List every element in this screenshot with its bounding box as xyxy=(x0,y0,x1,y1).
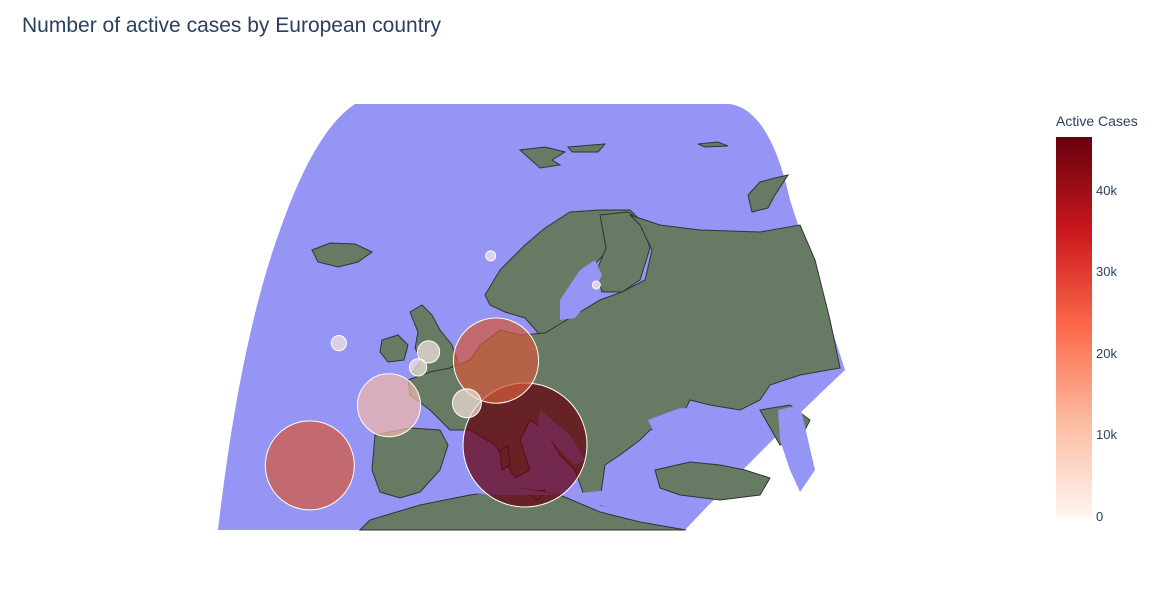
svalbard-east xyxy=(567,143,607,153)
iberia xyxy=(371,427,449,499)
case-bubbles[interactable] xyxy=(264,250,601,511)
baltic-sea xyxy=(560,260,602,320)
case-bubble[interactable] xyxy=(330,335,347,352)
case-bubble[interactable] xyxy=(452,388,482,419)
colorbar-title: Active Cases xyxy=(1056,113,1138,129)
colorbar-tick-label: 40k xyxy=(1096,182,1117,198)
turkey xyxy=(654,461,771,501)
colorbar xyxy=(1056,137,1092,517)
case-bubble[interactable] xyxy=(264,420,355,511)
iceland xyxy=(311,242,373,268)
colorbar-tick-label: 30k xyxy=(1096,264,1117,280)
case-bubble[interactable] xyxy=(591,280,601,290)
ireland xyxy=(379,334,409,363)
novaya-zemlya xyxy=(747,174,790,213)
black-sea xyxy=(648,408,760,452)
case-bubble[interactable] xyxy=(417,340,441,364)
case-bubble[interactable] xyxy=(357,373,421,438)
chart-title: Number of active cases by European count… xyxy=(22,14,442,37)
north-africa xyxy=(358,487,687,531)
case-bubble[interactable] xyxy=(485,250,497,262)
svalbard xyxy=(518,146,567,169)
case-bubble[interactable] xyxy=(452,317,540,404)
colorbar-tick-label: 20k xyxy=(1096,345,1117,361)
colorbar-tick-label: 10k xyxy=(1096,427,1117,443)
colorbar-tick-label: 0 xyxy=(1096,509,1104,524)
case-bubble[interactable] xyxy=(409,358,428,377)
caspian-sea xyxy=(778,405,815,492)
